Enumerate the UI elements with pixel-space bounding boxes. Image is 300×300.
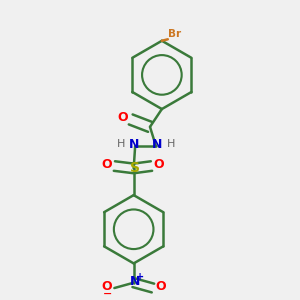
Text: Br: Br	[168, 29, 182, 39]
Text: −: −	[103, 288, 112, 298]
Text: H: H	[117, 139, 125, 149]
Text: N: N	[152, 139, 162, 152]
Text: N: N	[129, 139, 140, 152]
Text: +: +	[136, 272, 144, 282]
Text: N: N	[129, 275, 140, 288]
Text: O: O	[101, 158, 112, 171]
Text: O: O	[118, 111, 128, 124]
Text: O: O	[155, 280, 166, 293]
Text: S: S	[130, 161, 140, 175]
Text: O: O	[101, 280, 112, 293]
Text: O: O	[154, 158, 164, 171]
Text: H: H	[167, 139, 176, 149]
